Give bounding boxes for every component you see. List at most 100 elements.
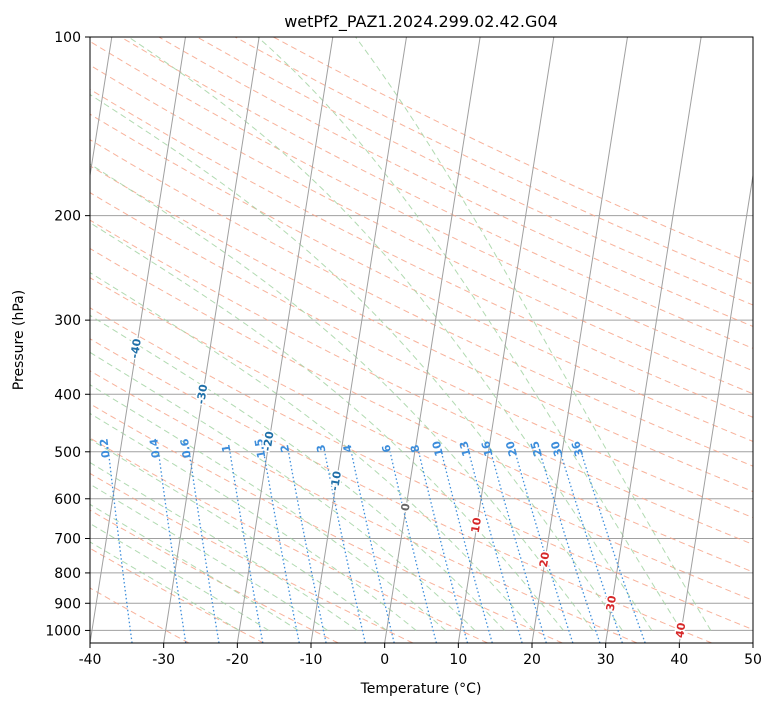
mixing-ratio-line (350, 451, 395, 643)
dry-adiabat (90, 40, 753, 372)
mixing-ratio-label: 6 (379, 443, 393, 454)
isotherm-label: -50 (62, 291, 78, 313)
isotherm-label: -40 (128, 337, 144, 359)
dry-adiabat (90, 247, 753, 573)
mixing-ratio-line (229, 451, 264, 643)
profiles (0, 37, 6, 556)
mixing-ratio-label: 10 (430, 439, 446, 457)
dry-adiabat (90, 403, 563, 643)
moist-adiabat (90, 351, 476, 631)
isotherm (163, 37, 260, 643)
y-tick-label: 900 (54, 596, 81, 612)
mixing-ratio-label: 25 (528, 440, 545, 458)
x-tick-label: 30 (597, 652, 615, 668)
y-tick-label: 100 (54, 30, 81, 46)
moist-adiabat (128, 37, 653, 631)
dry-adiabat (90, 165, 753, 493)
isotherm-label: 0 (399, 502, 413, 512)
y-tick-label: 1000 (45, 623, 81, 639)
moist-adiabat (90, 314, 505, 631)
y-tick-label: 600 (54, 492, 81, 508)
x-tick-label: -10 (300, 652, 323, 668)
x-tick-label: 20 (523, 652, 541, 668)
isotherm (236, 37, 334, 643)
y-tick-label: 800 (54, 566, 81, 582)
x-axis-ticks: -40 -30 -20 -10 0 10 20 30 40 50 (79, 643, 762, 668)
y-tick-label: 500 (54, 445, 81, 461)
temperature-profile (0, 37, 6, 556)
dry-adiabat (90, 88, 753, 418)
moist-adiabat (90, 222, 564, 631)
x-tick-label: 50 (744, 652, 762, 668)
isotherm-label: -20 (261, 430, 277, 452)
isotherm-label: 30 (604, 594, 619, 611)
moist-adiabat (90, 541, 240, 631)
mixing-ratio-line (157, 451, 187, 643)
mixing-ratio-line (389, 451, 438, 643)
y-tick-label: 300 (54, 313, 81, 329)
isotherm (457, 37, 555, 643)
y-tick-label: 700 (54, 532, 81, 548)
dry-adiabat (120, 37, 753, 349)
x-axis-label: Temperature (°C) (360, 681, 482, 697)
y-axis-ticks: 100 200 300 400 500 600 700 800 900 1000 (45, 30, 90, 639)
mixing-ratio-label: 1 (219, 444, 233, 454)
mixing-ratio-line (287, 451, 327, 643)
dry-adiabat (90, 113, 753, 442)
mixing-ratio-label: 1.5 (252, 438, 268, 459)
mixing-ratio-label: 36 (569, 439, 586, 458)
isotherm (752, 639, 753, 643)
mixing-ratio-label: 3 (314, 443, 328, 453)
moist-adiabat (90, 272, 535, 631)
moist-adiabat (90, 438, 387, 631)
x-tick-label: 0 (380, 652, 389, 668)
mixing-ratio-line (490, 451, 547, 643)
isotherm (531, 37, 628, 643)
plot-frame (89, 36, 754, 644)
x-tick-label: 10 (449, 652, 467, 668)
moist-adiabat (90, 384, 446, 631)
mixing-ratio-line (580, 451, 646, 643)
moist-adiabat (90, 522, 270, 631)
moist-adiabat (90, 163, 594, 631)
mixing-ratio-line (188, 451, 220, 643)
x-tick-label: -20 (226, 652, 249, 668)
mixing-ratio-label: 0.2 (97, 438, 112, 459)
mixing-ratio-line (107, 451, 133, 643)
mixing-ratio-line (440, 451, 493, 643)
x-tick-label: -30 (152, 652, 175, 668)
mixing-ratio-label: 0.4 (147, 437, 162, 458)
chart-title: wetPf2_PAZ1.2024.299.02.42.G04 (284, 12, 558, 32)
background-lines (90, 37, 753, 643)
isotherm (678, 172, 753, 643)
dry-adiabat (90, 437, 488, 643)
y-axis-label: Pressure (hPa) (11, 290, 27, 390)
dry-adiabat (90, 277, 753, 601)
mixing-ratio-label: 16 (479, 439, 496, 458)
dry-adiabat (196, 37, 753, 306)
mixing-ratio-label: 20 (503, 439, 520, 458)
isotherm-label: -10 (328, 470, 344, 492)
dry-adiabat (90, 307, 753, 631)
mixing-ratio-label: 30 (548, 439, 565, 458)
isotherm-label: -60 (0, 240, 12, 262)
isotherm (384, 37, 481, 643)
dry-adiabat (90, 472, 414, 643)
mixing-ratio-label: 8 (408, 443, 422, 453)
dry-adiabat (90, 587, 190, 643)
mixing-ratio-line (559, 451, 623, 643)
isotherm-label: 20 (537, 551, 552, 568)
x-tick-label: -40 (79, 652, 102, 668)
dry-adiabat (90, 219, 753, 545)
dry-adiabat (90, 139, 753, 467)
x-tick-label: 40 (670, 652, 688, 668)
dry-adiabat (234, 37, 753, 285)
mixing-ratio-line (539, 451, 601, 643)
isotherm-label: 10 (469, 516, 484, 533)
isotherm-label: 40 (673, 621, 688, 638)
isotherm (90, 37, 113, 179)
isotherm (310, 37, 407, 643)
y-tick-label: 400 (54, 387, 81, 403)
mixing-ratio-line (468, 451, 523, 643)
